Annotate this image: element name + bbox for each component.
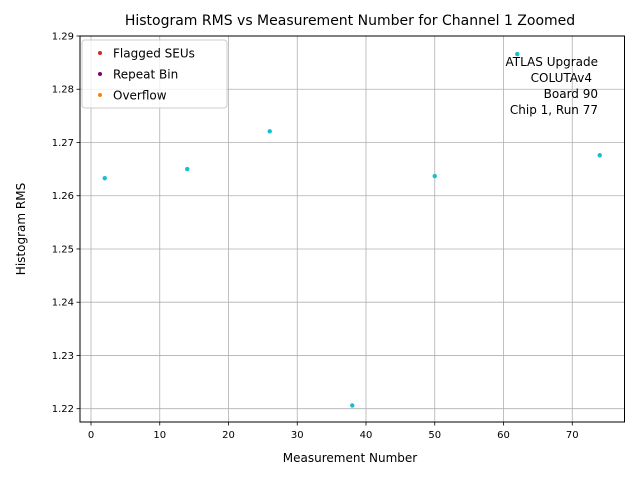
annotation-line: Board 90: [544, 87, 598, 101]
data-point: [267, 129, 272, 134]
annotation-line: Chip 1, Run 77: [510, 103, 598, 117]
y-tick-label: 1.25: [52, 244, 74, 255]
grid: [80, 35, 625, 422]
x-tick-label: 30: [291, 430, 304, 441]
data-point: [350, 403, 355, 408]
data-points: [102, 51, 602, 408]
x-tick-label: 40: [360, 430, 373, 441]
legend-marker: [98, 72, 102, 76]
y-tick-label: 1.28: [52, 85, 74, 96]
y-tick-label: 1.26: [52, 191, 74, 202]
chart-title: Histogram RMS vs Measurement Number for …: [125, 13, 575, 29]
data-point: [185, 166, 190, 172]
y-tick-label: 1.23: [52, 351, 74, 362]
x-tick-label: 70: [566, 430, 579, 441]
legend: Flagged SEUs Repeat Bin Overflow: [81, 39, 228, 109]
x-tick-label: 0: [88, 430, 94, 441]
y-axis-label: Histogram RMS: [14, 183, 28, 275]
data-point: [515, 51, 520, 57]
data-point: [432, 173, 437, 179]
legend-marker: [98, 93, 102, 97]
legend-box: [81, 39, 228, 109]
run-annotation: ATLAS Upgrade COLUTAv4 Board 90 Chip 1, Run…: [505, 55, 598, 117]
x-tick-label: 20: [222, 430, 235, 441]
legend-label: Repeat Bin: [113, 68, 178, 82]
x-axis-label: Measurement Number: [283, 451, 417, 465]
x-tick-label: 60: [497, 430, 510, 441]
legend-marker: [98, 51, 102, 55]
legend-label: Overflow: [113, 89, 167, 103]
y-tick-label: 1.22: [52, 404, 74, 415]
annotation-line: ATLAS Upgrade: [505, 55, 598, 69]
y-tick-label: 1.24: [52, 298, 74, 309]
y-tick-label: 1.27: [52, 138, 74, 149]
x-tick-label: 10: [153, 430, 166, 441]
plot-frame: [79, 35, 625, 423]
data-point: [102, 175, 107, 181]
annotation-line: COLUTAv4: [531, 71, 592, 85]
legend-label: Flagged SEUs: [113, 47, 195, 61]
y-tick-label: 1.29: [52, 32, 74, 43]
axis-ticks: 0 10 20 30 40 50 60 70 1.22 1.23 1.24 1.25 1.26 1.27 1…: [52, 32, 579, 442]
x-tick-label: 50: [428, 430, 441, 441]
data-point: [597, 153, 602, 158]
